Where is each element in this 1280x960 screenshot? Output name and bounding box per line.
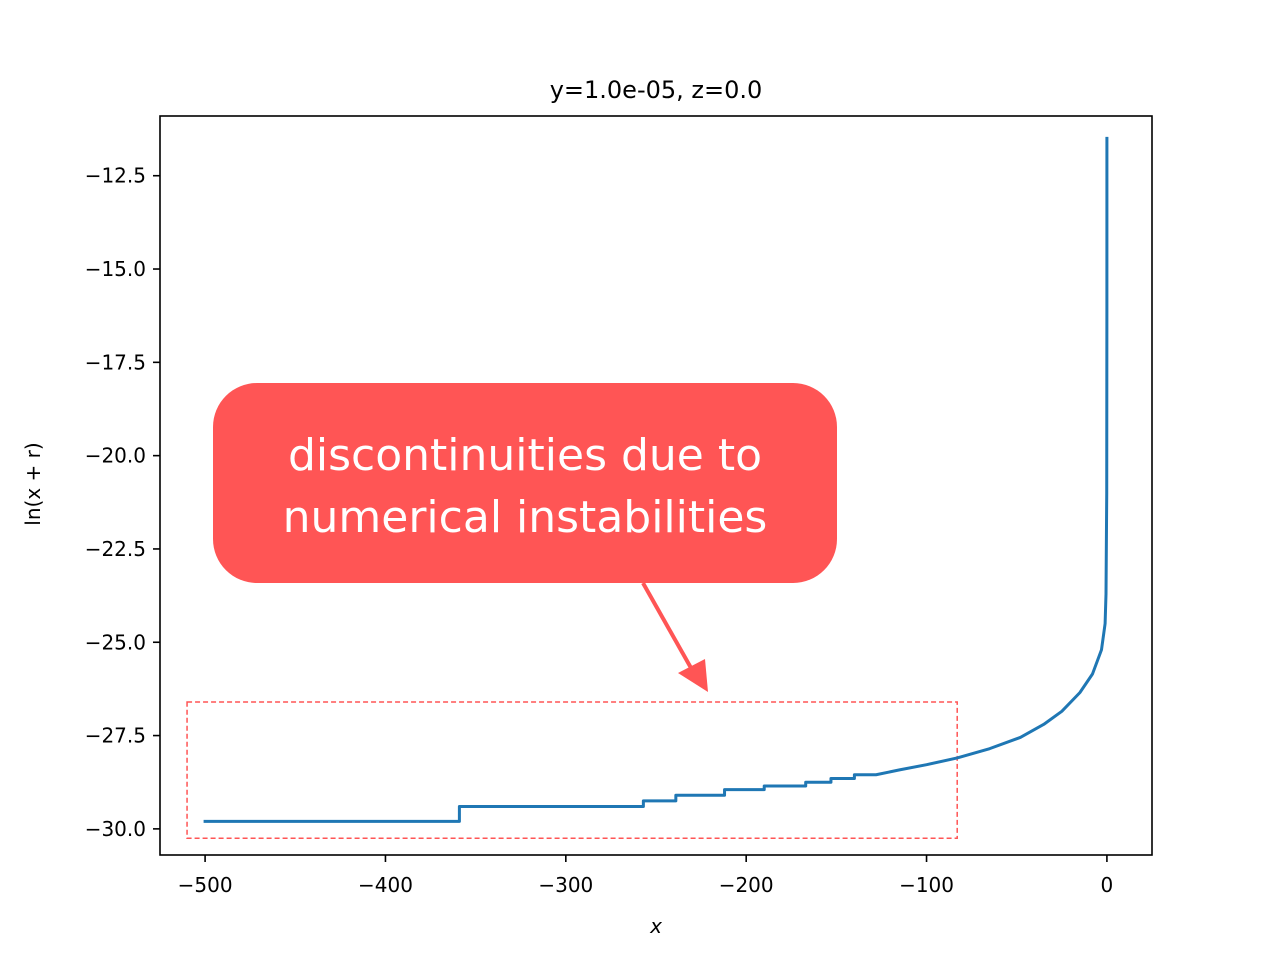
annotation-callout: discontinuities due to numerical instabi… xyxy=(213,383,837,692)
axes-frame xyxy=(159,115,1153,856)
chart-title: y=1.0e-05, z=0.0 xyxy=(550,76,763,104)
highlight-region xyxy=(186,701,958,839)
x-tick-label: −200 xyxy=(719,873,774,897)
x-tick-label: 0 xyxy=(1101,873,1114,897)
y-axis-label: ln(x + r) xyxy=(21,442,45,525)
plot-area: −500 −400 −300 −200 −100 0 −12.5 −15.0 −17.5 −20.… xyxy=(85,115,1153,897)
x-tick-label: −400 xyxy=(358,873,413,897)
callout-line-1: discontinuities due to xyxy=(288,430,762,481)
y-tick-label: −20.0 xyxy=(85,444,146,468)
y-tick-label: −12.5 xyxy=(85,164,146,188)
series-line-0 xyxy=(203,136,1109,823)
x-axis-label: x xyxy=(649,914,662,938)
callout-arrow-shaft xyxy=(641,582,697,676)
y-tick-label: −30.0 xyxy=(85,817,146,841)
y-tick-label: −25.0 xyxy=(85,630,146,654)
y-tick-label: −15.0 xyxy=(85,257,146,281)
x-tick-label: −100 xyxy=(899,873,954,897)
y-tick-label: −17.5 xyxy=(85,350,146,374)
x-tick-label: −500 xyxy=(178,873,233,897)
callout-arrow-head xyxy=(678,659,708,692)
callout-box xyxy=(213,383,837,583)
x-tick-label: −300 xyxy=(538,873,593,897)
y-tick-label: −22.5 xyxy=(85,537,146,561)
callout-line-2: numerical instabilities xyxy=(283,492,768,543)
y-tick-label: −27.5 xyxy=(85,724,146,748)
